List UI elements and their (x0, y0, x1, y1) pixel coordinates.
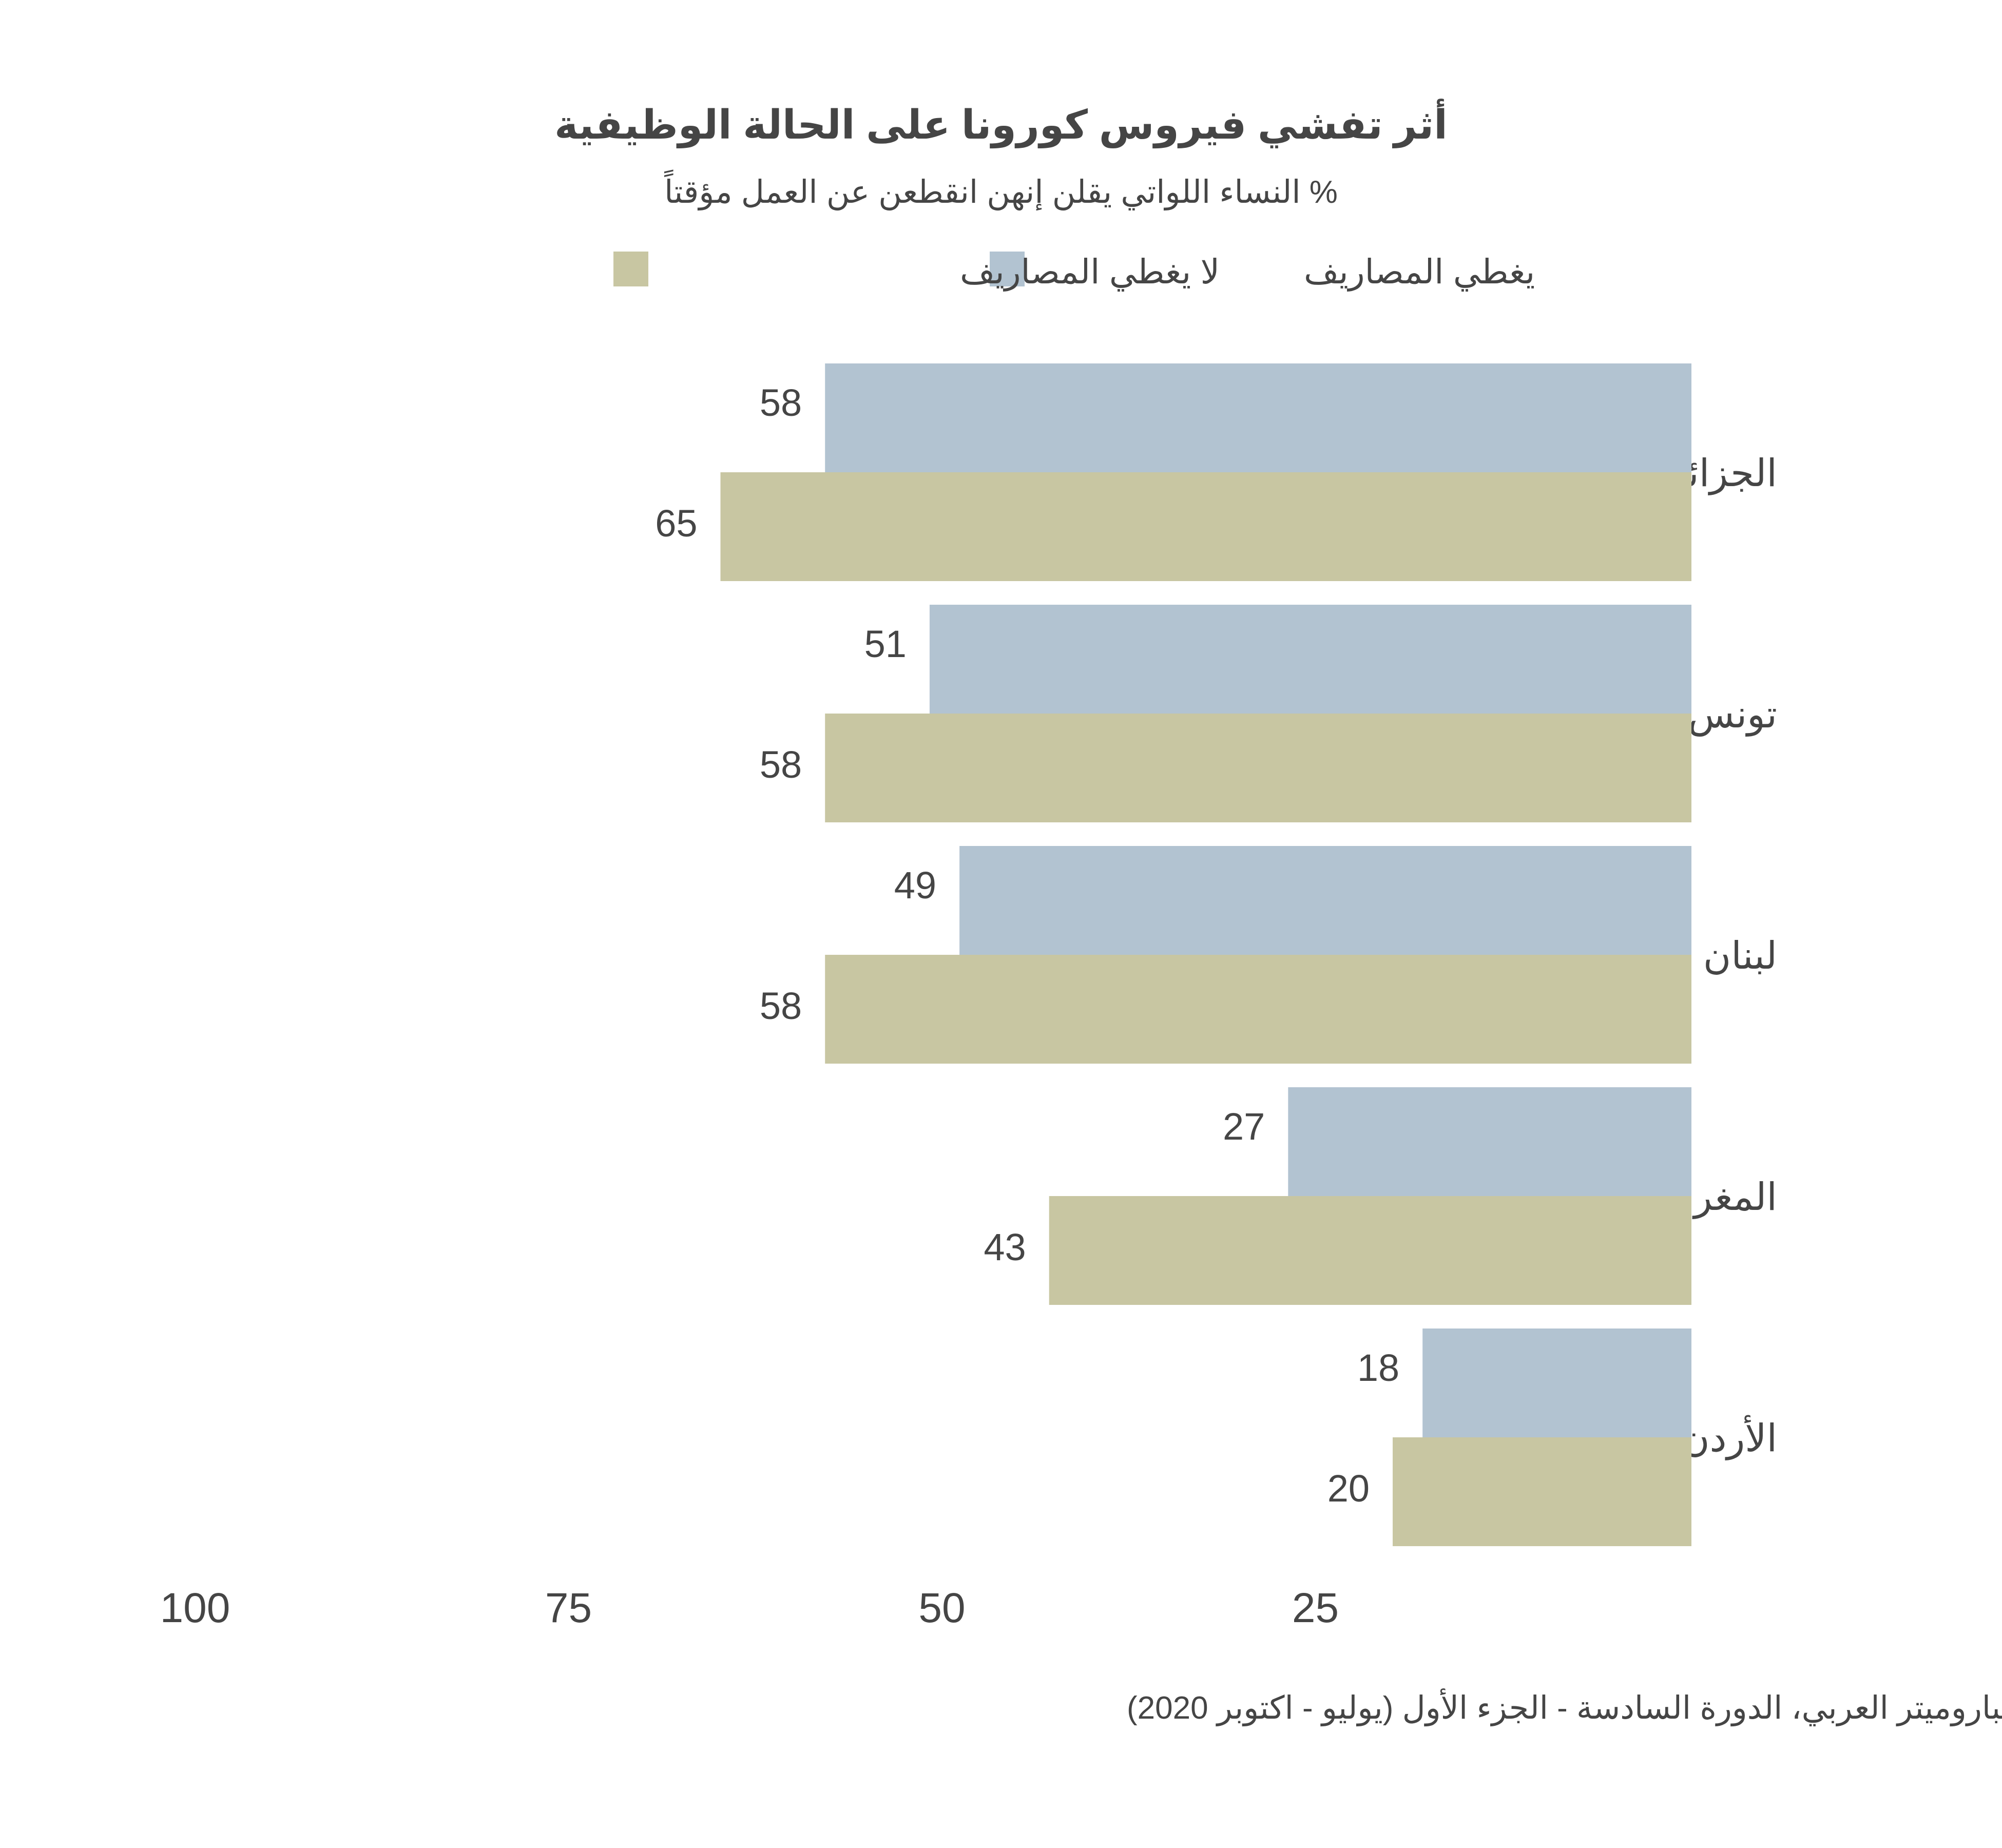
data-label: 49 (894, 864, 936, 907)
x-axis-ticks: 100 75 50 25 (160, 1585, 1339, 1631)
plot-area: الجزائر5865تونس5158لبنان4958المغرب2743ال… (655, 363, 1777, 1546)
data-label: 27 (1223, 1105, 1265, 1148)
legend: يغطي المصاريف لا يغطي المصاريف (613, 252, 1535, 292)
x-tick-label: 75 (545, 1585, 592, 1631)
legend-swatch-covers-expenses (990, 252, 1025, 286)
data-label: 65 (655, 502, 697, 545)
data-label: 51 (864, 623, 907, 665)
chart-title: أثر تفشي فيروس كورونا على الحالة الوظيفي… (554, 99, 1448, 148)
bar (1049, 1196, 1691, 1305)
legend-swatch-not-covers-expenses (613, 252, 648, 286)
data-label: 43 (984, 1226, 1026, 1268)
category-label: لبنان (1703, 934, 1777, 977)
data-label: 20 (1327, 1467, 1370, 1510)
data-label: 58 (760, 381, 802, 424)
legend-label-covers-expenses: يغطي المصاريف (1304, 253, 1535, 292)
bar (1422, 1329, 1691, 1437)
legend-label-not-covers-expenses: لا يغطي المصاريف (960, 253, 1220, 292)
bar (1393, 1437, 1691, 1546)
bar (1288, 1087, 1691, 1196)
data-label: 58 (760, 985, 802, 1027)
data-label: 58 (760, 743, 802, 786)
x-tick-label: 100 (160, 1585, 230, 1631)
bar (825, 955, 1691, 1064)
category-label: الأردن (1682, 1415, 1777, 1460)
bar (825, 363, 1691, 472)
x-tick-label: 25 (1292, 1585, 1339, 1631)
bar (720, 472, 1691, 581)
chart-subtitle: % النساء اللواتي يقلن إنهن انقطعن عن الع… (664, 169, 1338, 211)
source-note: الباروميتر العربي، الدورة السادسة - الجز… (1127, 1688, 2002, 1726)
data-label: 18 (1357, 1346, 1399, 1389)
bar (959, 846, 1691, 955)
x-tick-label: 50 (918, 1585, 965, 1631)
bar (929, 605, 1691, 714)
bar (825, 714, 1691, 822)
category-label: تونس (1688, 693, 1777, 737)
